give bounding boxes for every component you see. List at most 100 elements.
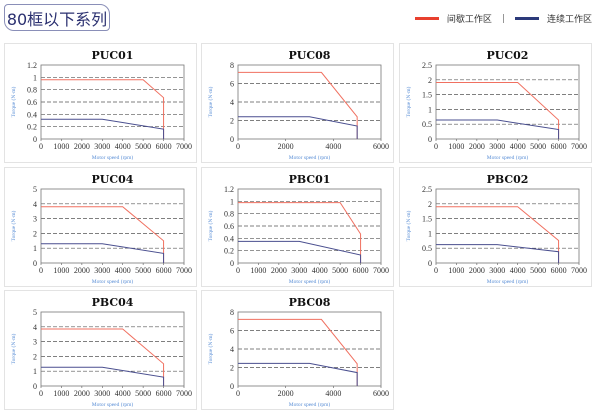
chart-panel-pbc01: PBC01 0 0.2 0.4 0.6 0.8 1 1.2 0 1000 2000 3000 4000 5… — [201, 167, 394, 287]
x-axis-label: Motor speed (rpm) — [289, 154, 331, 161]
x-tick-label: 1000 — [448, 266, 464, 275]
x-axis-label: Motor speed (rpm) — [289, 278, 331, 285]
x-tick-label: 2000 — [74, 142, 90, 151]
y-tick-label: 1 — [33, 73, 37, 82]
x-tick-label: 3000 — [94, 266, 110, 275]
x-tick-label: 3000 — [489, 266, 505, 275]
y-tick-label: 0.6 — [224, 222, 234, 231]
y-tick-label: 4 — [230, 98, 234, 107]
x-tick-label: 6000 — [373, 142, 389, 151]
x-tick-label: 6000 — [551, 266, 567, 275]
intermittent-curve — [238, 202, 362, 263]
x-tick-label: 0 — [236, 142, 240, 151]
x-tick-label: 0 — [434, 266, 438, 275]
x-tick-label: 2000 — [74, 389, 90, 398]
x-tick-label: 6000 — [156, 142, 172, 151]
chart-title: PBC04 — [92, 296, 134, 309]
y-tick-label: 2 — [230, 364, 234, 373]
x-tick-label: 2000 — [278, 142, 294, 151]
y-tick-label: 0 — [33, 382, 37, 391]
x-axis-label: Motor speed (rpm) — [289, 401, 331, 408]
chart-svg: PBC02 0 0.5 1 1.5 2 2.5 0 1000 2000 3000 4000 5000 60… — [405, 173, 587, 285]
x-axis-label: Motor speed (rpm) — [92, 278, 134, 285]
y-tick-label: 0 — [230, 382, 234, 391]
chart-svg: PUC04 0 1 2 3 4 5 0 1000 2000 3000 4000 5000 6000 7000… — [10, 173, 192, 285]
y-tick-label: 0 — [33, 135, 37, 144]
y-axis-label: Torque (N·m) — [405, 87, 412, 118]
y-tick-label: 6 — [230, 327, 234, 336]
x-tick-label: 2000 — [278, 389, 294, 398]
y-tick-label: 4 — [230, 345, 234, 354]
continuous-curve — [41, 366, 165, 386]
intermittent-curve — [41, 328, 165, 386]
y-axis-label: Torque (N·m) — [405, 211, 412, 242]
continuous-curve — [41, 118, 165, 139]
x-tick-label: 3000 — [94, 389, 110, 398]
y-tick-label: 2 — [428, 76, 432, 85]
continuous-curve — [436, 119, 560, 139]
x-tick-label: 7000 — [571, 142, 587, 151]
chart-panel-puc01: PUC01 0 0.2 0.4 0.6 0.8 1 1.2 0 1000 2000 3000 4000 5… — [4, 43, 197, 163]
chart-panel-pbc04: PBC04 0 1 2 3 4 5 0 1000 2000 3000 4000 5000 6000 7000… — [4, 290, 197, 410]
y-tick-label: 0 — [230, 135, 234, 144]
x-axis-label: Motor speed (rpm) — [92, 154, 134, 161]
x-axis-label: Motor speed (rpm) — [487, 154, 529, 161]
plot-frame — [40, 64, 185, 140]
x-tick-label: 3000 — [94, 142, 110, 151]
y-tick-label: 1 — [428, 105, 432, 114]
x-tick-label: 4000 — [510, 266, 526, 275]
legend-separator: | — [501, 13, 505, 24]
intermittent-curve — [436, 81, 560, 139]
x-tick-label: 5000 — [135, 389, 151, 398]
y-tick-label: 1.2 — [224, 185, 234, 194]
x-tick-label: 1000 — [53, 266, 69, 275]
x-tick-label: 2000 — [74, 266, 90, 275]
x-tick-label: 0 — [39, 142, 43, 151]
chart-panel-pbc02: PBC02 0 0.5 1 1.5 2 2.5 0 1000 2000 3000 4000 5000 60… — [399, 167, 592, 287]
x-tick-label: 1000 — [53, 389, 69, 398]
x-tick-label: 1000 — [250, 266, 266, 275]
x-tick-label: 7000 — [571, 266, 587, 275]
plot-frame — [40, 188, 185, 264]
x-tick-label: 0 — [39, 389, 43, 398]
x-tick-label: 5000 — [332, 266, 348, 275]
x-axis-label: Motor speed (rpm) — [92, 401, 134, 408]
intermittent-curve — [238, 318, 358, 386]
y-tick-label: 0.4 — [224, 234, 234, 243]
chart-svg: PUC01 0 0.2 0.4 0.6 0.8 1 1.2 0 1000 2000 3000 4000 5… — [10, 49, 192, 161]
chart-title: PUC04 — [92, 173, 134, 186]
x-tick-label: 0 — [236, 266, 240, 275]
y-tick-label: 0 — [230, 259, 234, 268]
x-tick-label: 6000 — [373, 389, 389, 398]
x-tick-label: 0 — [434, 142, 438, 151]
x-tick-label: 4000 — [115, 389, 131, 398]
intermittent-legend-label: 间歇工作区 — [446, 15, 492, 25]
y-tick-label: 0 — [428, 135, 432, 144]
intermittent-legend-swatch — [414, 17, 439, 20]
y-tick-label: 2 — [428, 200, 432, 209]
x-tick-label: 3000 — [291, 266, 307, 275]
continuous-legend-label: 连续工作区 — [546, 15, 592, 25]
chart-panel-puc02: PUC02 0 0.5 1 1.5 2 2.5 0 1000 2000 3000 4000 5000 60… — [399, 43, 592, 163]
y-tick-label: 6 — [230, 80, 234, 89]
chart-title: PBC08 — [289, 296, 331, 309]
x-tick-label: 0 — [236, 389, 240, 398]
x-tick-label: 4000 — [115, 266, 131, 275]
y-tick-label: 4 — [33, 200, 37, 209]
chart-svg: PBC04 0 1 2 3 4 5 0 1000 2000 3000 4000 5000 6000 7000… — [10, 296, 192, 408]
x-tick-label: 2000 — [469, 266, 485, 275]
y-tick-label: 3 — [33, 215, 37, 224]
y-axis-label: Torque (N·m) — [10, 87, 17, 118]
x-tick-label: 7000 — [373, 266, 389, 275]
intermittent-curve — [238, 71, 358, 139]
x-tick-label: 7000 — [176, 142, 192, 151]
plot-frame — [40, 311, 185, 387]
x-tick-label: 5000 — [135, 142, 151, 151]
y-tick-label: 1 — [230, 197, 234, 206]
chart-title: PBC02 — [487, 173, 529, 186]
y-tick-label: 0 — [428, 259, 432, 268]
y-tick-label: 5 — [33, 308, 37, 317]
x-tick-label: 3000 — [489, 142, 505, 151]
y-tick-label: 1.2 — [27, 61, 37, 70]
y-tick-label: 2 — [33, 229, 37, 238]
